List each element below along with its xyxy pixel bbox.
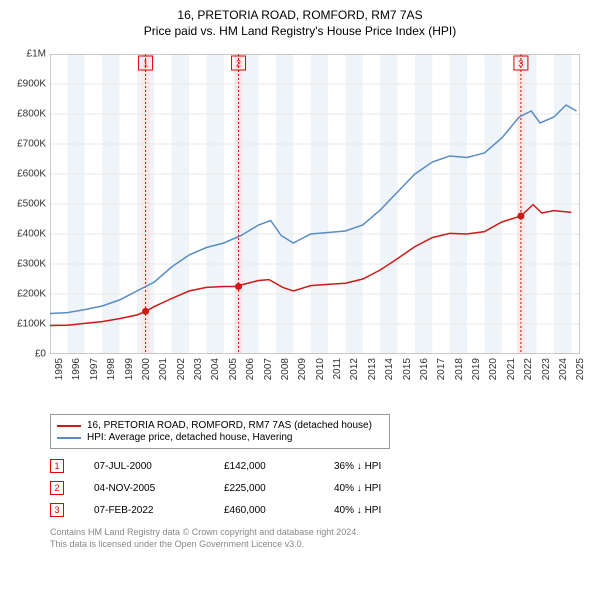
x-tick-label: 2004: [210, 358, 221, 380]
x-tick-label: 2011: [332, 358, 343, 380]
x-tick-label: 1995: [54, 358, 65, 380]
footer-attribution: Contains HM Land Registry data © Crown c…: [50, 527, 590, 550]
y-tick-label: £100K: [17, 319, 46, 330]
legend-row-property: 16, PRETORIA ROAD, ROMFORD, RM7 7AS (det…: [57, 420, 383, 431]
x-tick-label: 2009: [297, 358, 308, 380]
svg-text:3: 3: [518, 59, 523, 69]
x-tick-label: 2002: [176, 358, 187, 380]
tx-price: £460,000: [224, 505, 334, 516]
x-tick-label: 2022: [523, 358, 534, 380]
legend-swatch-property: [57, 425, 81, 427]
y-tick-label: £200K: [17, 289, 46, 300]
x-tick-label: 2001: [158, 358, 169, 380]
legend-label-hpi: HPI: Average price, detached house, Have…: [87, 432, 293, 443]
legend-label-property: 16, PRETORIA ROAD, ROMFORD, RM7 7AS (det…: [87, 420, 372, 431]
legend-row-hpi: HPI: Average price, detached house, Have…: [57, 432, 383, 443]
x-tick-label: 2020: [488, 358, 499, 380]
transaction-row: 2 04-NOV-2005£225,00040% ↓ HPI: [50, 477, 590, 499]
legend-box: 16, PRETORIA ROAD, ROMFORD, RM7 7AS (det…: [50, 414, 390, 449]
svg-text:2: 2: [236, 59, 241, 69]
x-tick-label: 2023: [541, 358, 552, 380]
y-tick-label: £800K: [17, 109, 46, 120]
plot-svg: 1 2 3: [50, 54, 580, 354]
tx-date: 07-JUL-2000: [94, 461, 224, 472]
y-tick-label: £300K: [17, 259, 46, 270]
x-tick-label: 2000: [141, 358, 152, 380]
transactions-table: 1 07-JUL-2000£142,00036% ↓ HPI 2 04-NOV-200…: [50, 455, 590, 521]
tx-date: 07-FEB-2022: [94, 505, 224, 516]
y-tick-label: £900K: [17, 79, 46, 90]
svg-text:1: 1: [143, 59, 148, 69]
x-tick-label: 2025: [575, 358, 586, 380]
y-tick-label: £400K: [17, 229, 46, 240]
footer-line-1: Contains HM Land Registry data © Crown c…: [50, 527, 590, 539]
x-tick-label: 2012: [349, 358, 360, 380]
y-axis-labels: £0£100K£200K£300K£400K£500K£600K£700K£80…: [10, 54, 48, 354]
x-tick-label: 2007: [263, 358, 274, 380]
x-tick-label: 2021: [506, 358, 517, 380]
tx-marker-num: 3: [50, 503, 64, 517]
x-axis-labels: 1995 1996 1997 1998 1999 2000 2001 2002 2003 2004…: [50, 356, 580, 411]
tx-diff: 40% ↓ HPI: [334, 483, 434, 494]
chart-subtitle: Price paid vs. HM Land Registry's House …: [10, 24, 590, 38]
x-tick-label: 2014: [384, 358, 395, 380]
x-tick-label: 2019: [471, 358, 482, 380]
x-tick-label: 2006: [245, 358, 256, 380]
y-tick-label: £700K: [17, 139, 46, 150]
x-tick-label: 2015: [402, 358, 413, 380]
chart-area: £0 £100K £200K £300K £400K £500K £600K £700K £80…: [10, 44, 590, 414]
tx-diff: 40% ↓ HPI: [334, 505, 434, 516]
y-tick-label: £600K: [17, 169, 46, 180]
x-tick-label: 2013: [367, 358, 378, 380]
x-tick-label: 2008: [280, 358, 291, 380]
transaction-row: 1 07-JUL-2000£142,00036% ↓ HPI: [50, 455, 590, 477]
tx-price: £225,000: [224, 483, 334, 494]
tx-marker-num: 1: [50, 459, 64, 473]
chart-title: 16, PRETORIA ROAD, ROMFORD, RM7 7AS: [10, 8, 590, 22]
y-tick-label: £0: [35, 349, 46, 360]
x-tick-label: 1998: [106, 358, 117, 380]
x-tick-label: 2003: [193, 358, 204, 380]
x-tick-label: 1999: [124, 358, 135, 380]
x-tick-label: 2017: [436, 358, 447, 380]
tx-diff: 36% ↓ HPI: [334, 461, 434, 472]
x-tick-label: 2010: [315, 358, 326, 380]
x-tick-label: 1997: [89, 358, 100, 380]
transaction-row: 3 07-FEB-2022£460,00040% ↓ HPI: [50, 499, 590, 521]
chart-container: 16, PRETORIA ROAD, ROMFORD, RM7 7AS Pric…: [0, 0, 600, 590]
tx-date: 04-NOV-2005: [94, 483, 224, 494]
tx-marker-num: 2: [50, 481, 64, 495]
y-tick-label: £1M: [27, 49, 46, 60]
footer-line-2: This data is licensed under the Open Gov…: [50, 539, 590, 551]
x-tick-label: 2005: [228, 358, 239, 380]
tx-price: £142,000: [224, 461, 334, 472]
x-tick-label: 2018: [454, 358, 465, 380]
x-tick-label: 2024: [558, 358, 569, 380]
y-tick-label: £500K: [17, 199, 46, 210]
legend-swatch-hpi: [57, 437, 81, 439]
x-tick-label: 2016: [419, 358, 430, 380]
x-tick-label: 1996: [71, 358, 82, 380]
